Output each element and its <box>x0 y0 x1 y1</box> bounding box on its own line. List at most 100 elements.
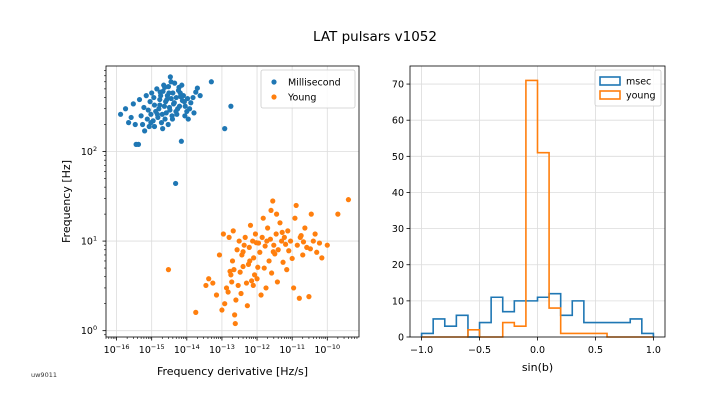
scatter-point-millisecond <box>154 86 160 92</box>
scatter-point-young <box>291 285 297 291</box>
scatter-point-young <box>274 279 281 285</box>
scatter-point-young <box>296 295 302 301</box>
scatter-y-tick-exponent: 0 <box>93 324 97 332</box>
scatter-point-millisecond <box>190 94 196 101</box>
scatter-x-tick-label: 10−14 <box>174 343 200 356</box>
scatter-point-young <box>268 207 274 214</box>
scatter-point-millisecond <box>146 123 152 130</box>
scatter-point-millisecond <box>158 120 165 126</box>
scatter-point-young <box>324 242 330 248</box>
scatter-y-tick-exponent: 1 <box>93 235 97 243</box>
scatter-point-young <box>219 307 225 313</box>
scatter-point-young <box>247 258 253 264</box>
scatter-x-axis-label: Frequency derivative [Hz/s] <box>157 365 308 378</box>
scatter-point-millisecond <box>188 100 194 106</box>
scatter-point-young <box>220 231 226 237</box>
scatter-point-millisecond <box>222 126 228 132</box>
scatter-y-tick-label: 102 <box>81 145 97 158</box>
scatter-point-young <box>240 263 246 270</box>
scatter-y-tick-label: 100 <box>81 324 97 337</box>
scatter-point-young <box>229 258 236 264</box>
scatter-x-tick-exponent: −10 <box>326 343 340 351</box>
scatter-point-young <box>232 320 238 327</box>
scatter-point-millisecond <box>141 104 147 111</box>
scatter-x-tick-label: 10−12 <box>244 343 270 356</box>
scatter-point-young <box>255 264 261 270</box>
scatter-x-tick-exponent: −13 <box>221 343 235 351</box>
scatter-point-young <box>271 242 277 248</box>
histogram-legend: msec young <box>594 69 662 107</box>
scatter-point-millisecond <box>157 96 163 103</box>
scatter-point-young <box>297 234 303 240</box>
scatter-point-millisecond <box>161 103 167 109</box>
scatter-point-young <box>270 198 276 204</box>
scatter-point-young <box>247 222 254 228</box>
scatter-point-millisecond <box>145 107 151 113</box>
histogram-y-tick-label: 0 <box>398 333 404 344</box>
scatter-point-young <box>249 278 255 284</box>
scatter-point-young <box>277 220 283 226</box>
histogram-step-msec <box>420 292 655 338</box>
scatter-point-millisecond <box>128 114 134 121</box>
scatter-point-millisecond <box>184 95 191 102</box>
scatter-point-young <box>234 247 240 253</box>
scatter-point-millisecond <box>194 85 200 91</box>
scatter-legend-box <box>260 69 356 109</box>
scatter-point-young <box>316 240 323 246</box>
scatter-point-millisecond <box>186 106 193 112</box>
scatter-point-millisecond <box>151 123 158 130</box>
scatter-legend-marker <box>271 94 277 100</box>
scatter-point-young <box>231 267 237 273</box>
scatter-point-young <box>319 255 325 261</box>
scatter-point-millisecond <box>168 79 174 85</box>
histogram-legend-label: msec <box>626 77 651 88</box>
scatter-point-millisecond <box>148 111 154 117</box>
scatter-x-tick-label: 10−15 <box>139 343 165 356</box>
scatter-point-millisecond <box>170 90 176 96</box>
histogram-y-tick-label: 20 <box>392 260 404 271</box>
scatter-point-young <box>273 231 279 237</box>
scatter-point-millisecond <box>162 84 168 90</box>
scatter-point-young <box>266 258 272 264</box>
scatter-point-young <box>243 280 250 286</box>
scatter-point-young <box>306 294 312 300</box>
histogram-legend-swatch <box>599 76 621 86</box>
scatter-point-millisecond <box>157 102 163 108</box>
scatter-x-tick-exponent: −12 <box>256 343 270 351</box>
scatter-point-young <box>246 244 252 251</box>
scatter-point-young <box>281 234 287 240</box>
scatter-point-young <box>294 242 300 248</box>
scatter-point-millisecond <box>193 89 199 95</box>
scatter-x-tick-label: 10−10 <box>314 343 340 356</box>
scatter-x-tick-label: 10−11 <box>279 343 305 356</box>
scatter-point-young <box>257 249 263 255</box>
histogram-x-tick-label: −0.5 <box>468 345 491 356</box>
scatter-y-tick-label: 101 <box>81 235 97 248</box>
figure-title: LAT pulsars v1052 <box>313 29 437 45</box>
scatter-point-young <box>263 285 269 291</box>
scatter-point-millisecond <box>167 74 173 80</box>
histogram-x-tick-label: −1.0 <box>410 345 433 356</box>
scatter-point-millisecond <box>191 110 197 116</box>
scatter-point-millisecond <box>130 101 136 107</box>
scatter-x-tick-exponent: −14 <box>186 343 200 351</box>
scatter-point-millisecond <box>144 116 150 122</box>
histogram-y-tick-label: 30 <box>392 224 404 235</box>
scatter-legend-label: Young <box>287 93 316 104</box>
scatter-point-young <box>216 252 223 258</box>
histogram-x-tick-label: 1.0 <box>646 345 661 356</box>
scatter-point-millisecond <box>165 121 171 128</box>
scatter-point-young <box>238 290 244 297</box>
scatter-point-young <box>312 231 318 237</box>
scatter-point-millisecond <box>182 113 188 119</box>
scatter-point-young <box>253 240 259 246</box>
scatter-point-millisecond <box>132 121 138 128</box>
scatter-point-millisecond <box>157 89 163 95</box>
scatter-point-young <box>262 243 268 249</box>
scatter-point-young <box>335 211 341 217</box>
histogram-legend-box <box>594 69 662 107</box>
scatter-point-young <box>302 225 308 231</box>
scatter-point-young <box>228 272 234 278</box>
scatter-point-young <box>287 238 294 244</box>
scatter-point-young <box>223 285 230 291</box>
